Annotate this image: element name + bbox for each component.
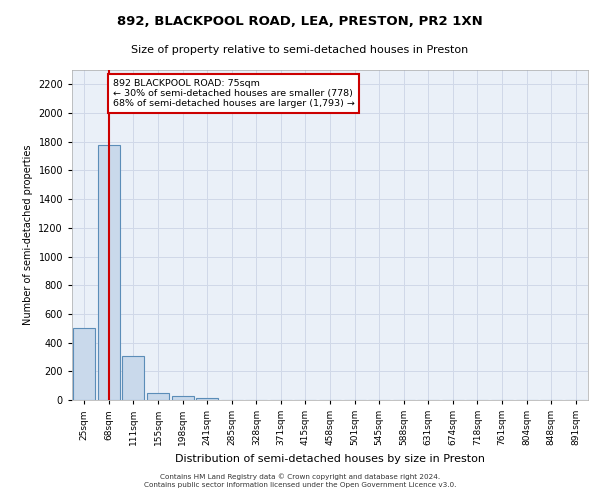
Bar bbox=[73, 328, 95, 400]
Text: 892, BLACKPOOL ROAD, LEA, PRESTON, PR2 1XN: 892, BLACKPOOL ROAD, LEA, PRESTON, PR2 1… bbox=[117, 15, 483, 28]
Bar bbox=[122, 356, 145, 400]
Text: Contains HM Land Registry data © Crown copyright and database right 2024.
Contai: Contains HM Land Registry data © Crown c… bbox=[144, 474, 456, 488]
X-axis label: Distribution of semi-detached houses by size in Preston: Distribution of semi-detached houses by … bbox=[175, 454, 485, 464]
Text: Size of property relative to semi-detached houses in Preston: Size of property relative to semi-detach… bbox=[131, 45, 469, 55]
Bar bbox=[196, 398, 218, 400]
Y-axis label: Number of semi-detached properties: Number of semi-detached properties bbox=[23, 145, 32, 325]
Text: 892 BLACKPOOL ROAD: 75sqm
← 30% of semi-detached houses are smaller (778)
68% of: 892 BLACKPOOL ROAD: 75sqm ← 30% of semi-… bbox=[113, 78, 355, 108]
Bar bbox=[172, 396, 194, 400]
Bar bbox=[147, 393, 169, 400]
Bar bbox=[98, 144, 120, 400]
